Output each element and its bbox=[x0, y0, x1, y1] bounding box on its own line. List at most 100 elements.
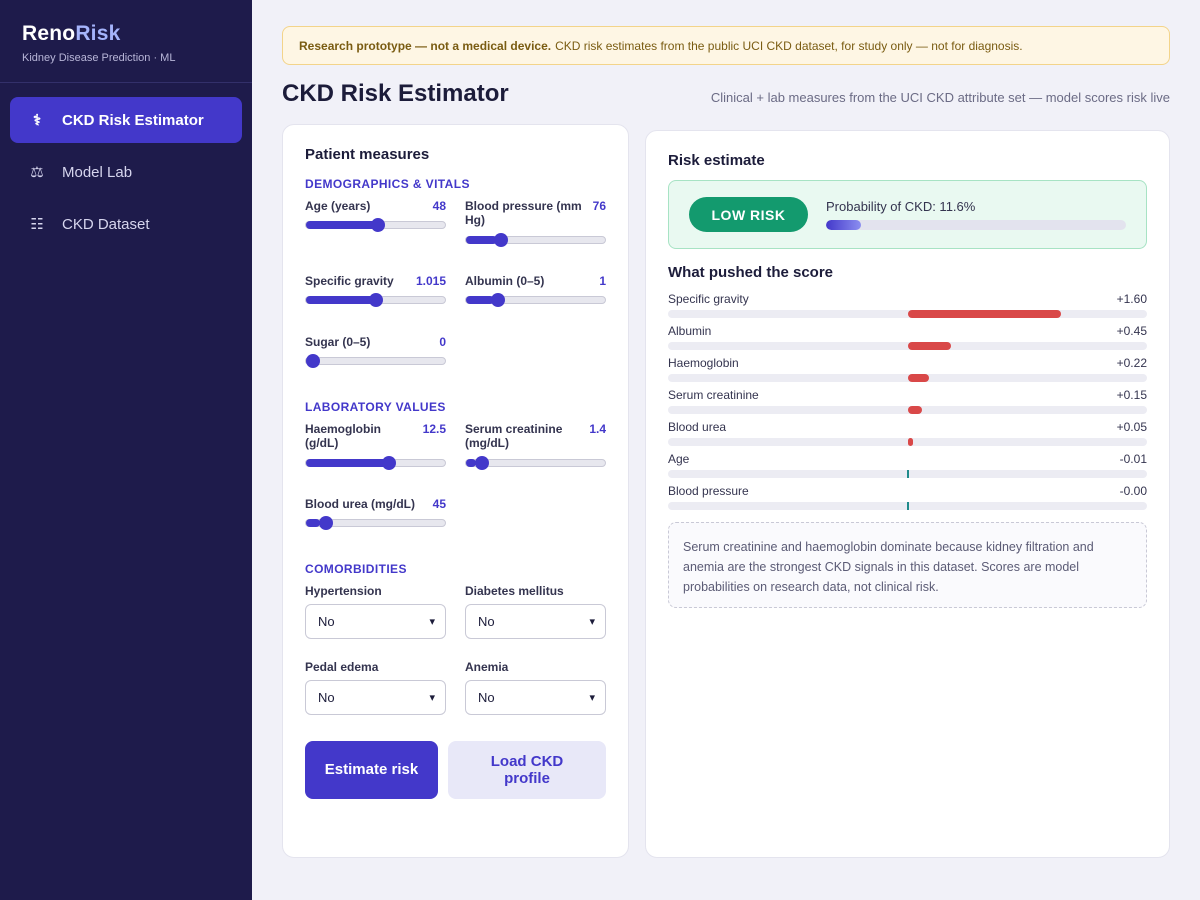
slider-fill bbox=[306, 458, 391, 467]
blood-urea-slider[interactable]: Blood urea (mg/dL) 45 bbox=[305, 497, 446, 531]
contribution-head: Serum creatinine +0.15 bbox=[668, 388, 1147, 402]
diabetes-field: Diabetes mellitus No ▾ bbox=[465, 584, 606, 639]
slider-value: 1.4 bbox=[589, 422, 606, 436]
section-demographics: DEMOGRAPHICS & VITALS bbox=[305, 177, 470, 191]
slider-label: Specific gravity bbox=[305, 274, 394, 288]
nav-item-label: CKD Risk Estimator bbox=[62, 111, 204, 129]
sidebar: RenoRisk Kidney Disease Prediction · ML … bbox=[0, 0, 252, 900]
probability-bar-fill bbox=[826, 220, 861, 230]
load-ckd-profile-button[interactable]: Load CKD profile bbox=[448, 741, 606, 799]
slider-thumb[interactable] bbox=[474, 455, 489, 470]
contribution-name: Serum creatinine bbox=[668, 388, 759, 402]
slider-thumb[interactable] bbox=[371, 218, 385, 233]
sugar-slider[interactable]: Sugar (0–5) 0 bbox=[305, 335, 446, 369]
nav-item-model-lab[interactable]: ⚖ Model Lab bbox=[10, 149, 242, 195]
contributions-title: What pushed the score bbox=[668, 264, 834, 281]
contribution-value: -0.00 bbox=[1119, 484, 1147, 498]
slider-fill bbox=[306, 221, 379, 230]
contribution-name: Age bbox=[668, 452, 690, 466]
contribution-value: -0.01 bbox=[1119, 452, 1147, 466]
contribution-track bbox=[668, 374, 1147, 382]
card-title: Patient measures bbox=[305, 146, 430, 163]
select-value: No bbox=[318, 614, 335, 629]
app-subtitle: Kidney Disease Prediction · ML bbox=[22, 52, 176, 64]
contribution-row: Serum creatinine +0.15 bbox=[668, 388, 1147, 416]
risk-summary: LOW RISK Probability of CKD: 11.6% bbox=[668, 180, 1147, 249]
contribution-bar-negative bbox=[907, 470, 909, 478]
chevron-down-icon: ▾ bbox=[429, 616, 435, 628]
slider-thumb[interactable] bbox=[382, 455, 397, 470]
contribution-bar-negative bbox=[907, 502, 909, 510]
slider-track[interactable] bbox=[465, 455, 606, 470]
slider-thumb[interactable] bbox=[306, 354, 320, 369]
contribution-head: Specific gravity +1.60 bbox=[668, 292, 1147, 306]
nav-item-ckd-risk-estimator[interactable]: ⚕ CKD Risk Estimator bbox=[10, 97, 242, 143]
slider-value: 0 bbox=[439, 335, 446, 349]
anemia-field: Anemia No ▾ bbox=[465, 660, 606, 715]
estimate-risk-button[interactable]: Estimate risk bbox=[305, 741, 438, 799]
slider-label: Blood pressure (mm Hg) bbox=[465, 199, 582, 228]
contribution-value: +1.60 bbox=[1116, 292, 1147, 306]
contribution-value: +0.15 bbox=[1116, 388, 1147, 402]
select-value: No bbox=[318, 690, 335, 705]
contribution-head: Haemoglobin +0.22 bbox=[668, 356, 1147, 370]
scales-icon: ⚖ bbox=[30, 164, 44, 181]
slider-track[interactable] bbox=[465, 293, 606, 308]
slider-thumb[interactable] bbox=[491, 293, 505, 308]
contribution-row: Specific gravity +1.60 bbox=[668, 292, 1147, 320]
contribution-bar-positive bbox=[908, 342, 951, 350]
select-value: No bbox=[478, 690, 495, 705]
contribution-track bbox=[668, 342, 1147, 350]
pedal-edema-field: Pedal edema No ▾ bbox=[305, 660, 446, 715]
app-name-part1: Reno bbox=[22, 22, 76, 45]
app-name-part2: Risk bbox=[75, 22, 121, 45]
slider-value: 1.015 bbox=[415, 274, 446, 288]
slider-thumb[interactable] bbox=[368, 293, 383, 308]
select-label: Hypertension bbox=[305, 584, 382, 598]
contribution-track bbox=[668, 406, 1147, 414]
slider-track[interactable] bbox=[305, 218, 446, 233]
select-value: No bbox=[478, 614, 495, 629]
anemia-select[interactable]: No ▾ bbox=[465, 680, 606, 715]
slider-track[interactable] bbox=[465, 232, 606, 247]
blood-pressure-slider[interactable]: Blood pressure (mm Hg) 76 bbox=[465, 199, 606, 247]
age-slider[interactable]: Age (years) 48 bbox=[305, 199, 446, 233]
slider-track[interactable] bbox=[305, 516, 446, 531]
hypertension-field: Hypertension No ▾ bbox=[305, 584, 446, 639]
specific-gravity-slider[interactable]: Specific gravity 1.015 bbox=[305, 274, 446, 308]
contribution-track bbox=[668, 502, 1147, 510]
table-icon: ☷ bbox=[30, 216, 44, 233]
albumin-slider[interactable]: Albumin (0–5) 1 bbox=[465, 274, 606, 308]
contribution-value: +0.05 bbox=[1116, 420, 1147, 434]
slider-track[interactable] bbox=[305, 455, 446, 470]
chevron-down-icon: ▾ bbox=[589, 616, 595, 628]
contribution-row: Blood urea +0.05 bbox=[668, 420, 1147, 448]
pedal-edema-select[interactable]: No ▾ bbox=[305, 680, 446, 715]
card-title: Risk estimate bbox=[668, 152, 765, 169]
haemoglobin-slider[interactable]: Haemoglobin (g/dL) 12.5 bbox=[305, 422, 446, 470]
caduceus-icon: ⚕ bbox=[32, 112, 42, 129]
slider-track[interactable] bbox=[305, 354, 446, 369]
diabetes-select[interactable]: No ▾ bbox=[465, 604, 606, 639]
slider-thumb[interactable] bbox=[318, 516, 333, 531]
contribution-head: Age -0.01 bbox=[668, 452, 1147, 466]
sidebar-nav: ⚕ CKD Risk Estimator ⚖ Model Lab ☷ CKD D… bbox=[0, 83, 252, 267]
slider-label: Serum creatinine (mg/dL) bbox=[465, 422, 563, 451]
hypertension-select[interactable]: No ▾ bbox=[305, 604, 446, 639]
serum-creatinine-slider[interactable]: Serum creatinine (mg/dL) 1.4 bbox=[465, 422, 606, 470]
select-label: Anemia bbox=[465, 660, 509, 674]
contribution-head: Blood urea +0.05 bbox=[668, 420, 1147, 434]
contribution-value: +0.45 bbox=[1116, 324, 1147, 338]
nav-item-ckd-dataset[interactable]: ☷ CKD Dataset bbox=[10, 201, 242, 247]
contribution-bar-positive bbox=[908, 310, 1061, 318]
select-label: Diabetes mellitus bbox=[465, 584, 564, 598]
page-title: CKD Risk Estimator bbox=[282, 80, 509, 107]
nav-item-label: CKD Dataset bbox=[62, 215, 150, 233]
contribution-value: +0.22 bbox=[1116, 356, 1147, 370]
slider-thumb[interactable] bbox=[493, 232, 508, 247]
slider-track[interactable] bbox=[305, 293, 446, 308]
slider-value: 76 bbox=[592, 199, 606, 213]
app-name: RenoRisk bbox=[22, 22, 230, 46]
slider-label: Albumin (0–5) bbox=[465, 274, 545, 288]
brand: RenoRisk Kidney Disease Prediction · ML bbox=[0, 0, 252, 83]
